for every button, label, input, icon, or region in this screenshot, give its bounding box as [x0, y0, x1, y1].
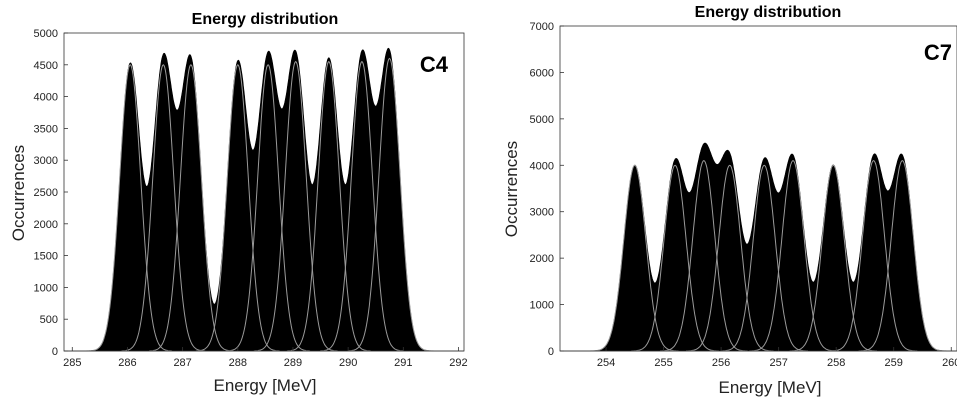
fit-curve [149, 64, 233, 352]
fit-curve [720, 164, 808, 352]
x-tick-label: 285 [63, 357, 81, 369]
x-tick-label: 288 [229, 357, 247, 369]
x-tick-label: 256 [712, 357, 730, 369]
fit-curve [320, 60, 404, 352]
panel-label: C4 [420, 52, 449, 77]
fit-curve [88, 64, 173, 352]
fit-curve [121, 64, 206, 352]
x-tick-label: 289 [284, 357, 302, 369]
y-tick-label: 2000 [530, 253, 554, 265]
y-tick-label: 1000 [530, 300, 554, 312]
fit-curve [195, 64, 280, 352]
axes-frame [559, 25, 957, 352]
fit-curve [591, 164, 679, 352]
y-tick-label: 6000 [530, 67, 554, 79]
y-tick-label: 3000 [34, 155, 58, 167]
y-tick-label: 500 [40, 314, 58, 326]
x-tick-label: 259 [885, 357, 903, 369]
y-tick-label: 5000 [530, 114, 554, 126]
fit-curve [253, 60, 338, 352]
fit-curve [286, 60, 371, 352]
x-axis-label: Energy [MeV] [214, 376, 317, 395]
y-tick-label: 0 [548, 346, 554, 358]
fit-curve [789, 164, 877, 352]
plot-area: 254 255 256 257 258 259 260 0 1000 2000 3000 4000 50… [530, 21, 957, 369]
x-tick-label: 254 [597, 357, 615, 369]
x-tick-label: 255 [654, 357, 672, 369]
y-tick-label: 5000 [34, 28, 58, 40]
y-tick-label: 4000 [34, 92, 58, 104]
y-tick-label: 3000 [530, 207, 554, 219]
x-tick-label: 292 [449, 357, 467, 369]
y-tick-label: 3500 [34, 123, 58, 135]
x-tick-label: 258 [827, 357, 845, 369]
fit-curve [226, 64, 311, 352]
fit-curve [347, 57, 432, 352]
histogram-area [560, 142, 957, 352]
x-tick-label: 290 [339, 357, 357, 369]
y-tick-label: 0 [52, 346, 58, 358]
chart-title: Energy distribution [695, 4, 842, 21]
fit-curve [829, 159, 918, 352]
x-axis-label: Energy [MeV] [719, 378, 822, 397]
y-tick-label: 1500 [34, 251, 58, 263]
chart-title: Energy distribution [192, 11, 339, 28]
fit-curve [631, 164, 719, 352]
chart-panel-c4: Energy distribution 285 286 287 288 289 290 29… [9, 11, 468, 395]
panel-label: C7 [924, 40, 952, 65]
histogram-area [64, 47, 464, 352]
x-tick-label: 260 [942, 357, 957, 369]
y-tick-label: 1000 [34, 282, 58, 294]
chart-panel-c7: Energy distribution 254 255 256 257 258 259 26… [502, 4, 957, 397]
y-axis-label: Occurrences [502, 141, 521, 237]
x-tick-label: 287 [173, 357, 191, 369]
fit-curve [749, 159, 837, 352]
fit-curve [660, 159, 748, 352]
plot-area: 285 286 287 288 289 290 291 292 0 500 1000 1500 2000… [34, 28, 468, 369]
x-tick-label: 291 [394, 357, 412, 369]
x-tick-label: 257 [769, 357, 787, 369]
y-tick-label: 2000 [34, 219, 58, 231]
y-tick-label: 2500 [34, 187, 58, 199]
y-axis-label: Occurrences [9, 145, 28, 241]
y-tick-label: 7000 [530, 21, 554, 33]
fit-curve [686, 164, 774, 352]
y-tick-label: 4000 [530, 160, 554, 172]
fit-curve [858, 159, 947, 352]
y-tick-label: 4500 [34, 60, 58, 72]
x-tick-label: 286 [118, 357, 136, 369]
